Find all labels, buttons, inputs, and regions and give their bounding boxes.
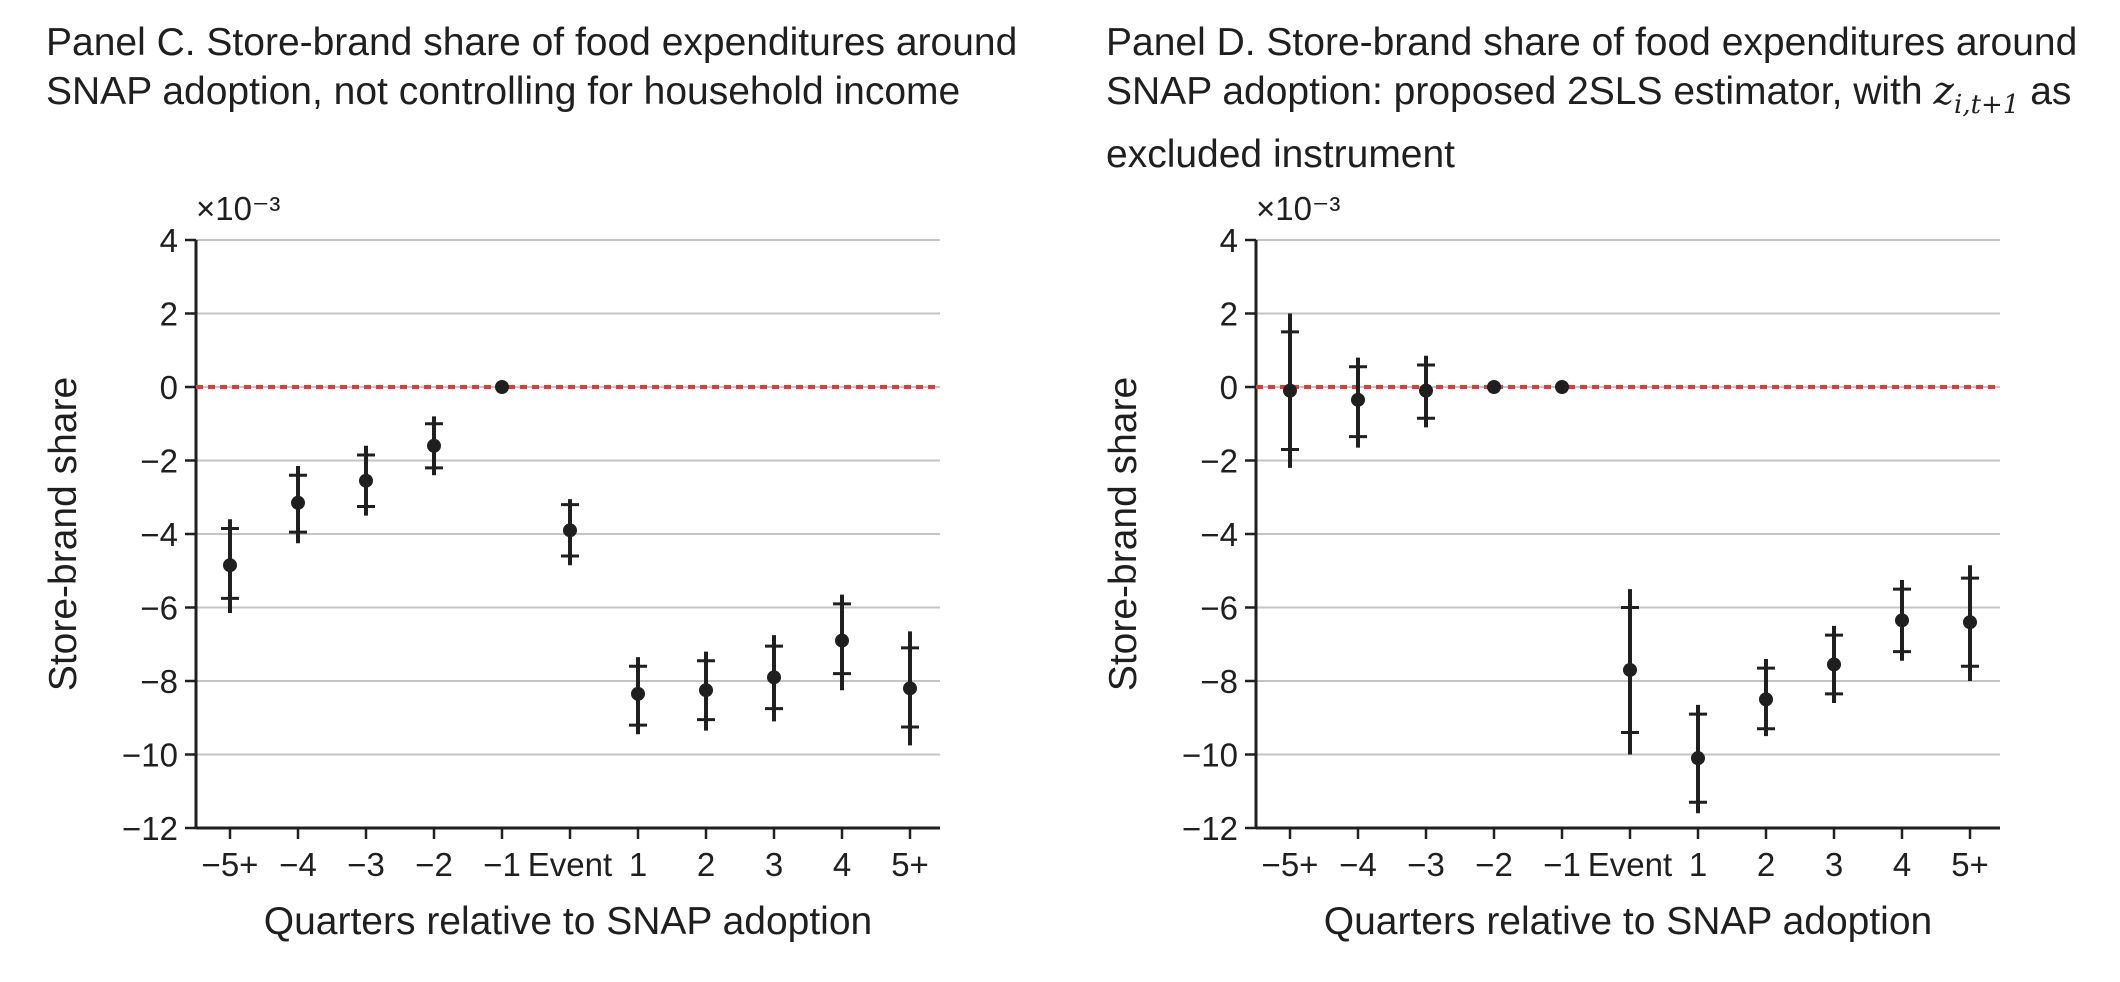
point-estimate (1283, 383, 1297, 398)
x-tick-label: 5+ (1951, 846, 1989, 883)
y-tick-label: −8 (140, 663, 178, 700)
y-tick-label: −12 (1182, 810, 1238, 847)
y-axis-title: Store-brand share (1102, 377, 1145, 691)
y-tick-label: −6 (140, 590, 178, 627)
y-tick-label: 4 (160, 222, 178, 259)
y-tick-label: −2 (140, 443, 178, 480)
panel-d-title-text: Panel D. Store-brand share of food expen… (1106, 21, 2078, 113)
point-estimate (631, 686, 645, 701)
panel-d-title-instrument: z (1933, 69, 1954, 114)
x-tick-label: −1 (483, 846, 521, 883)
x-tick-label: −3 (347, 846, 385, 883)
point-estimate (563, 523, 577, 538)
y-tick-label: −8 (1200, 663, 1238, 700)
x-tick-label: 3 (765, 846, 783, 883)
panel-c: Panel C. Store-brand share of food expen… (42, 21, 1018, 943)
point-estimate (1351, 392, 1365, 407)
x-tick-label: −1 (1543, 846, 1581, 883)
point-estimate (495, 380, 509, 394)
point-estimate (1623, 662, 1637, 677)
point-estimate (427, 438, 441, 453)
point-estimate (835, 633, 849, 648)
y-tick-label: 4 (1220, 222, 1238, 259)
y-tick-label: −10 (122, 737, 178, 774)
point-estimate (1555, 380, 1569, 394)
y-tick-label: −12 (122, 810, 178, 847)
x-tick-label: −2 (1475, 846, 1513, 883)
panel-d-chart: 4 2 0 −2 −4 −6 −8 −10 −12 ×10⁻³ −5+ −4 −3 −2 −1 Event 1 2… (1102, 190, 2000, 943)
panel-c-chart: 4 2 0 −2 −4 −6 −8 −10 −12 ×10⁻³ −5+ −4 −3 −2 −1 Event 1 2… (42, 190, 940, 943)
point-estimate (1963, 615, 1977, 630)
panel-d-title-text-end: as excluded instrument (1106, 70, 2072, 176)
x-tick-label: 3 (1825, 846, 1843, 883)
x-tick-label: 5+ (891, 846, 929, 883)
x-tick-label: Event (528, 846, 612, 883)
x-tick-label: −4 (279, 846, 317, 883)
point-estimate (1895, 613, 1909, 628)
x-tick-label: 1 (629, 846, 647, 883)
y-multiplier: ×10⁻³ (196, 190, 280, 227)
x-tick-label: 2 (1757, 846, 1775, 883)
point-estimate (1827, 657, 1841, 672)
x-tick-label: 2 (697, 846, 715, 883)
x-axis-title: Quarters relative to SNAP adoption (1324, 900, 1932, 943)
point-estimate (1759, 692, 1773, 707)
point-estimate (699, 683, 713, 698)
point-estimate (223, 558, 237, 573)
x-tick-label: 4 (833, 846, 851, 883)
panel-c-title: Panel C. Store-brand share of food expen… (46, 21, 1018, 113)
x-tick-label: −2 (415, 846, 453, 883)
panel-d-title-instrument-subscript: i,t+1 (1954, 89, 2020, 120)
y-tick-label: 2 (1220, 296, 1238, 333)
x-tick-label: −5+ (1262, 846, 1319, 883)
x-tick-label: Event (1588, 846, 1672, 883)
x-axis-title: Quarters relative to SNAP adoption (264, 900, 872, 943)
point-estimate (1487, 380, 1501, 394)
x-tick-label: 4 (1893, 846, 1911, 883)
y-tick-label: −4 (140, 516, 178, 553)
x-tick-label: 1 (1689, 846, 1707, 883)
point-estimate (903, 681, 917, 696)
y-tick-label: −10 (1182, 737, 1238, 774)
point-estimate (1419, 383, 1433, 398)
y-tick-label: 0 (1220, 369, 1238, 406)
y-tick-label: −4 (1200, 516, 1238, 553)
point-estimate (291, 495, 305, 510)
panel-d: Panel D. Store-brand share of food expen… (1060, 0, 2120, 982)
point-estimate (767, 670, 781, 685)
x-tick-label: −4 (1339, 846, 1377, 883)
y-multiplier: ×10⁻³ (1256, 190, 1340, 227)
x-tick-label: −3 (1407, 846, 1445, 883)
point-estimate (359, 473, 373, 488)
y-axis-title: Store-brand share (42, 377, 85, 691)
panel-d-title: Panel D. Store-brand share of food expen… (1106, 18, 2116, 179)
point-estimate (1691, 751, 1705, 766)
y-tick-label: −6 (1200, 590, 1238, 627)
y-tick-label: 0 (160, 369, 178, 406)
y-tick-label: −2 (1200, 443, 1238, 480)
x-tick-label: −5+ (202, 846, 259, 883)
y-tick-label: 2 (160, 296, 178, 333)
